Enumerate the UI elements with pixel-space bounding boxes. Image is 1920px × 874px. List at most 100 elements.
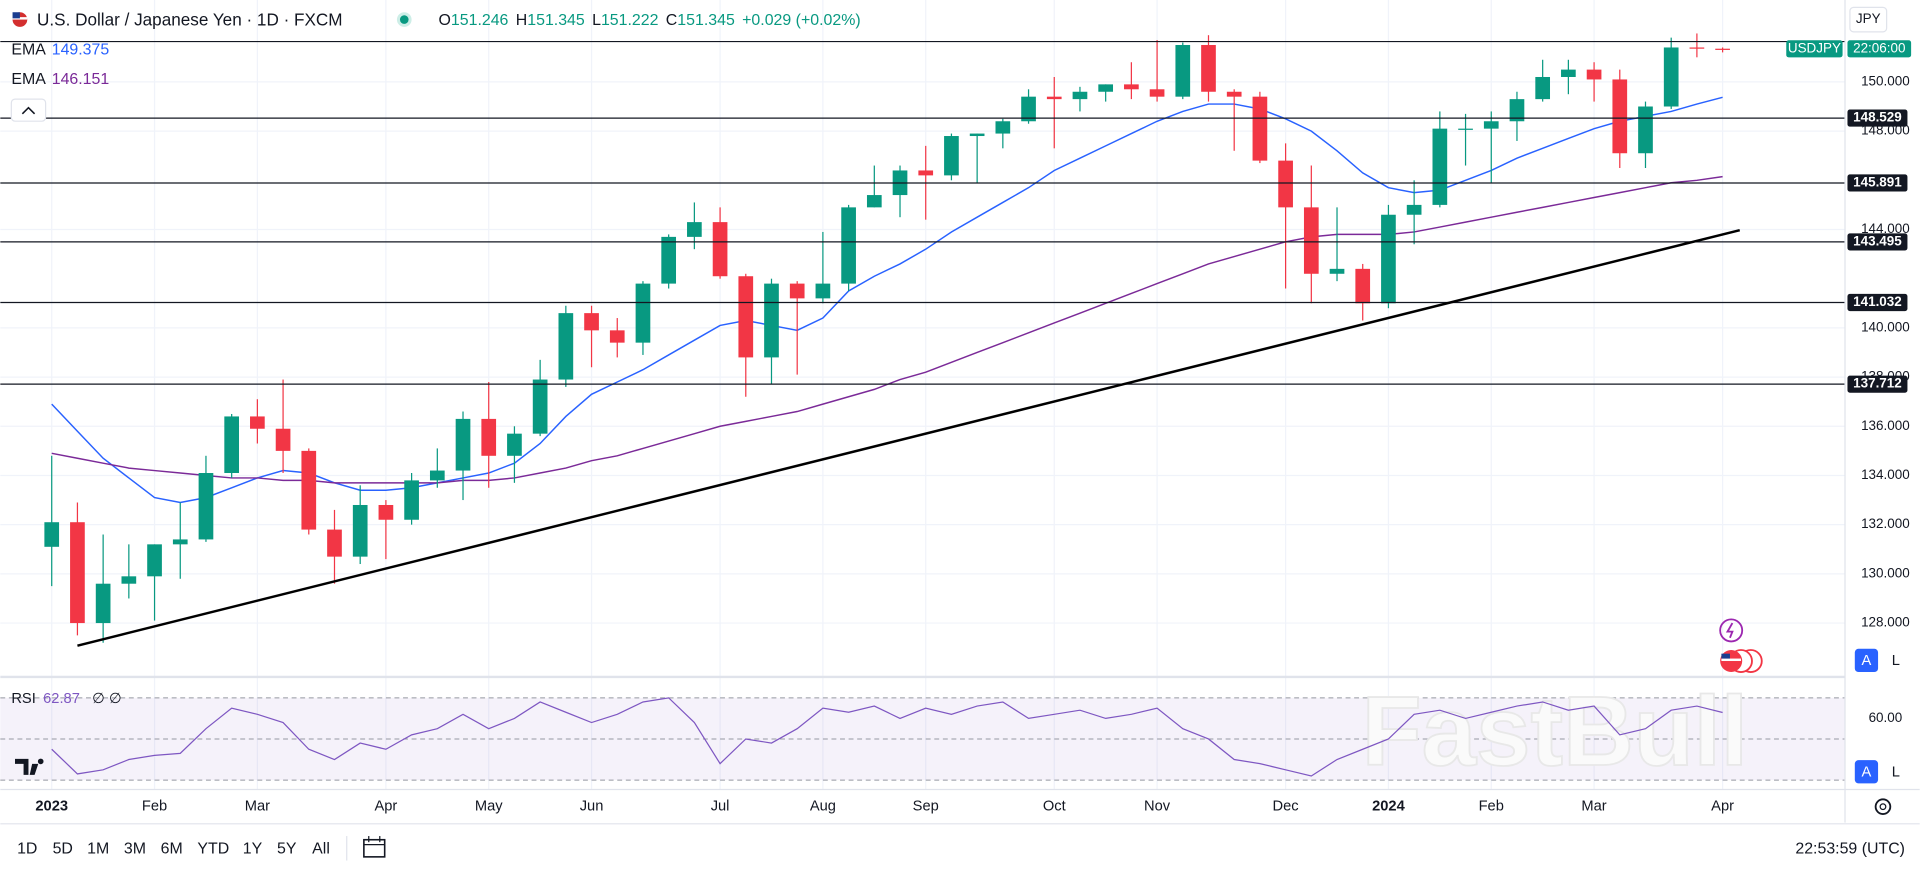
scale-button-label[interactable]: L [1892, 764, 1900, 780]
candle-body [1432, 128, 1448, 205]
calendar-icon[interactable] [363, 836, 386, 858]
candle-body [1355, 268, 1371, 304]
candle-body [1072, 91, 1088, 100]
scale-button-label[interactable]: A [1862, 653, 1872, 669]
x-tick-label: Jul [711, 799, 730, 815]
ohlc-value: 151.345 [527, 12, 585, 29]
y-tick-label: 140.000 [1861, 319, 1910, 334]
candle-body [429, 470, 445, 481]
candle-body [918, 170, 934, 176]
x-tick-label: Dec [1273, 799, 1299, 815]
candle-body [866, 195, 882, 208]
ui-layer: 2023 Feb Mar Apr May Jun Jul Aug Sep Oct Nov Dec 202… [11, 6, 1912, 858]
market-status-dot [399, 15, 409, 24]
candle-body [121, 576, 137, 584]
candle-body [301, 450, 317, 530]
candle-body [1715, 48, 1730, 50]
watermark: FastBull [1362, 676, 1748, 786]
rsi-line [51, 697, 1723, 777]
x-tick-label: Feb [142, 799, 167, 815]
legend-value: 149.375 [52, 41, 110, 58]
scale-button[interactable] [1854, 648, 1879, 673]
candle-body [841, 207, 856, 284]
level-tag [1847, 233, 1908, 251]
candle-body [584, 313, 599, 331]
scale-button[interactable] [1854, 760, 1879, 784]
candle-body [172, 539, 188, 545]
collapse-button[interactable] [10, 98, 47, 122]
trendline [77, 228, 1741, 647]
y-tick-label: 134.000 [1861, 467, 1910, 482]
candle-body [1381, 214, 1396, 304]
candle-body [1098, 84, 1114, 92]
scale-button-label[interactable]: L [1892, 653, 1900, 669]
candle-body [1458, 128, 1473, 130]
level-label: 145.891 [1853, 175, 1902, 190]
level-tag [1847, 375, 1908, 393]
candle-body [1201, 45, 1216, 92]
x-tick-label: May [475, 799, 503, 815]
range-button[interactable]: 1Y [243, 841, 263, 858]
y-tick-label: 130.000 [1861, 565, 1910, 580]
currency-box [1849, 6, 1888, 33]
ohlc-letter: L [592, 12, 601, 29]
scale-button[interactable] [1884, 760, 1908, 784]
candle-body [1663, 47, 1679, 107]
candle-body [1586, 69, 1602, 80]
flag-icon [12, 12, 28, 27]
rsi-value: 62.87 [43, 691, 80, 707]
scale-button[interactable] [1884, 648, 1908, 673]
candle-body [1612, 79, 1628, 154]
ohlc-letter: O [439, 12, 451, 29]
countdown: 22:06:00 [1853, 40, 1905, 55]
candle-body [404, 480, 419, 520]
candle-body [1329, 268, 1345, 274]
candle-body [815, 283, 831, 299]
clock: 22:53:59 (UTC) [1795, 841, 1905, 858]
candle-body [1483, 121, 1499, 129]
range-button[interactable]: 5D [53, 841, 73, 858]
candle-body [609, 330, 625, 343]
candle-body [1124, 84, 1139, 90]
range-button[interactable]: 5Y [277, 841, 297, 858]
x-tick-label: Apr [374, 799, 397, 815]
x-tick-label: Sep [913, 799, 939, 815]
candle-body [1252, 96, 1268, 161]
settings-icon[interactable] [1874, 798, 1892, 815]
candle-body [1226, 91, 1242, 97]
ohlc-value: 151.246 [451, 12, 509, 29]
x-tick-label: Feb [1479, 799, 1504, 815]
scale-button-label[interactable]: A [1862, 764, 1872, 780]
x-tick-label: Jun [580, 799, 604, 815]
candle-body [1175, 45, 1191, 97]
range-button[interactable]: YTD [197, 841, 229, 858]
plot-layer [0, 33, 1846, 777]
y-tick-label: 132.000 [1861, 516, 1910, 531]
currency: JPY [1856, 11, 1881, 26]
range-button[interactable]: 1D [17, 841, 37, 858]
candle-body [481, 418, 497, 456]
range-button[interactable]: 3M [124, 841, 146, 858]
range-button[interactable]: 1M [87, 841, 109, 858]
range-button[interactable]: 6M [161, 841, 183, 858]
ohlc-letter: H [516, 12, 528, 29]
chart-title: U.S. Dollar / Japanese Yen · 1D · FXCM [37, 9, 343, 29]
level-tag [1847, 109, 1908, 127]
x-tick-label: 2024 [1372, 799, 1405, 815]
range-button[interactable]: All [312, 841, 330, 858]
legend-name: EMA [11, 41, 46, 58]
candle-body [1021, 96, 1036, 122]
rsi-tick-label: 60.00 [1869, 710, 1903, 725]
candle-body [1406, 204, 1422, 215]
x-tick-label: Aug [810, 799, 836, 815]
x-tick-label: Apr [1711, 799, 1734, 815]
candle-body [1689, 47, 1705, 49]
candle-body [378, 504, 394, 520]
countdown-tag [1847, 40, 1912, 58]
candle-body [764, 283, 779, 358]
candle-body [1149, 89, 1165, 97]
legend-name: EMA [11, 71, 46, 88]
